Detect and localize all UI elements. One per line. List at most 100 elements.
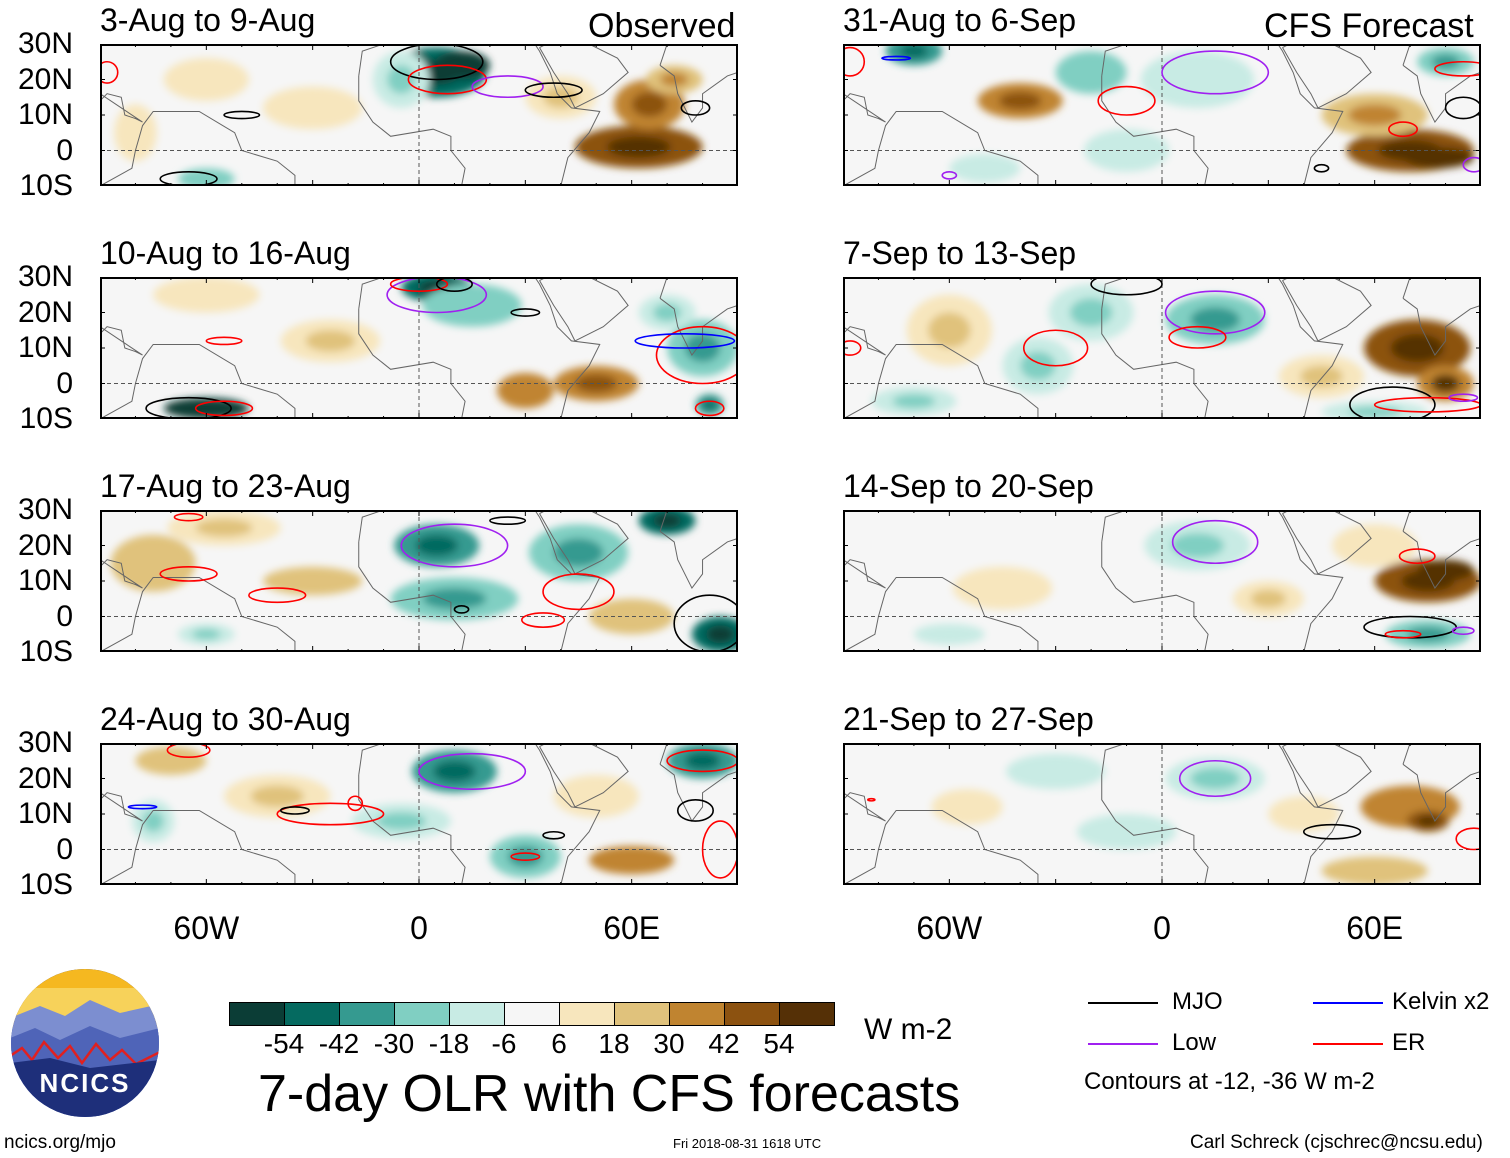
lat-label: 0 [56,599,73,633]
colorbar-tick-label: 54 [763,1028,795,1059]
coastline [659,743,738,823]
olr-anomaly [142,810,164,832]
colorbar-swatch [340,1003,395,1025]
contour-er [843,340,862,356]
panel-frame [100,44,738,186]
panel-frame [843,743,1481,885]
ncics-logo: NCICS [11,969,159,1117]
colorbar-tick-label: -6 [491,1028,517,1059]
olr-anomaly [422,588,487,610]
contour-mjo [489,516,527,525]
contour-mjo [1302,823,1362,840]
olr-anomaly [1286,805,1322,823]
olr-anomaly [387,65,416,94]
coastline [100,326,143,356]
colorbar-tick-label: -54 [263,1028,305,1059]
map-panel [843,277,1481,419]
coastline [843,110,1039,186]
olr-anomaly [652,513,682,528]
contour-mjo [1349,386,1436,419]
coastline [100,809,296,885]
lon-label: 60E [603,910,661,946]
colorbar-swatch [230,1003,285,1025]
olr-anomaly [185,403,228,414]
contour-low [471,75,544,99]
coastline [1402,743,1481,823]
panel-frame [100,510,738,652]
legend-er-line [1313,1043,1383,1045]
coastline [843,559,886,589]
contour-er [655,325,738,385]
lat-label: 20N [17,761,73,795]
olr-anomaly [433,760,476,783]
contour-mjo [680,100,711,116]
olr-anomaly [153,753,189,768]
coastline [1402,510,1481,590]
contour-mjo [542,830,566,840]
contour-er [1434,60,1481,77]
panel-title: 10-Aug to 16-Aug [100,235,351,271]
svg-text:NCICS: NCICS [40,1068,131,1098]
olr-anomaly [1190,767,1240,790]
contour-er [159,566,218,582]
panel-title: 7-Sep to 13-Sep [843,235,1077,271]
lat-label: 10N [17,331,73,364]
olr-anomaly [610,853,653,868]
contour-low [1178,759,1252,798]
contour-er [1398,548,1436,565]
colorbar-swatch [615,1003,670,1025]
coastline [358,510,601,652]
panel-frame [100,743,738,885]
contour-mjo [145,396,232,419]
coastline [1101,510,1344,652]
coastline [100,559,143,589]
olr-anomaly [376,812,427,830]
contour-er [389,277,449,292]
lat-label: 0 [56,133,73,167]
olr-anomaly [1030,762,1081,781]
lat-label: 30N [17,493,73,526]
colorbar-tick-label: 18 [598,1028,630,1059]
olr-anomaly [606,136,671,158]
olr-anomaly [998,91,1042,110]
colorbar-swatch [450,1003,505,1025]
coastline [659,44,738,124]
colorbar-swatch [395,1003,450,1025]
colorbar-tick-label: 42 [708,1028,740,1059]
contour-er [100,60,119,84]
panel-title: 21-Sep to 27-Sep [843,701,1094,737]
panel-frame [843,277,1481,419]
lat-label: 0 [56,832,73,866]
lon-label: 0 [1153,910,1171,946]
coastline [1402,44,1481,124]
lon-label: 0 [410,910,428,946]
lat-label: 20N [17,295,73,329]
olr-anomaly [1420,152,1457,163]
contour-er [1022,329,1089,367]
lon-label: 60W [916,910,983,946]
colorbar-tick-label: -42 [318,1028,360,1059]
contour-mjo [676,798,714,822]
olr-anomaly [949,798,985,816]
panel-frame [843,44,1481,186]
contour-er [407,64,488,95]
legend-low-line [1088,1043,1158,1045]
coastline [539,277,629,342]
olr-anomaly [1390,333,1444,363]
coastline [843,93,886,123]
footer-url[interactable]: ncics.org/mjo [4,1132,116,1153]
contour-low [1451,626,1475,636]
contour-low [418,752,527,790]
lat-label: 10S [19,868,73,901]
colorbar-swatch [560,1003,615,1025]
legend-kelvin-line [1313,1002,1383,1004]
observed-label: Observed [588,7,736,45]
contour-er [205,336,243,346]
olr-anomaly [192,628,221,640]
panel-title: 17-Aug to 23-Aug [100,468,351,504]
map-panel [843,44,1481,186]
contour-mjo [1090,277,1163,296]
panel-title: 14-Sep to 20-Sep [843,468,1094,504]
legend-mjo-line [1088,1002,1158,1004]
